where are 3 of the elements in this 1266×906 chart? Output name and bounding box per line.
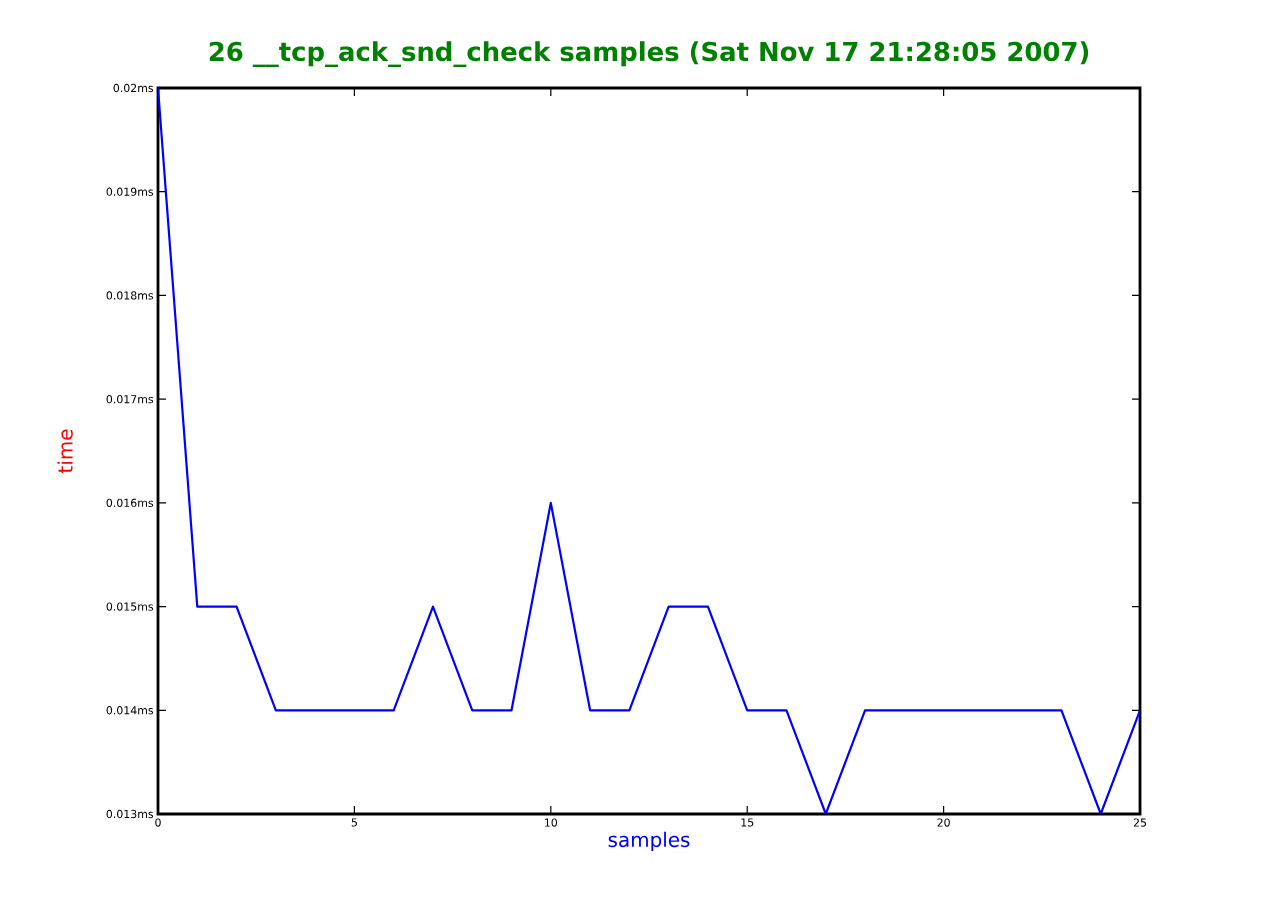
y-axis-title: time [57, 429, 73, 473]
x-axis-title: samples [608, 831, 690, 852]
chart-title: 26 __tcp_ack_snd_check samples (Sat Nov 17 21:28:05 2007) [209, 41, 1089, 68]
